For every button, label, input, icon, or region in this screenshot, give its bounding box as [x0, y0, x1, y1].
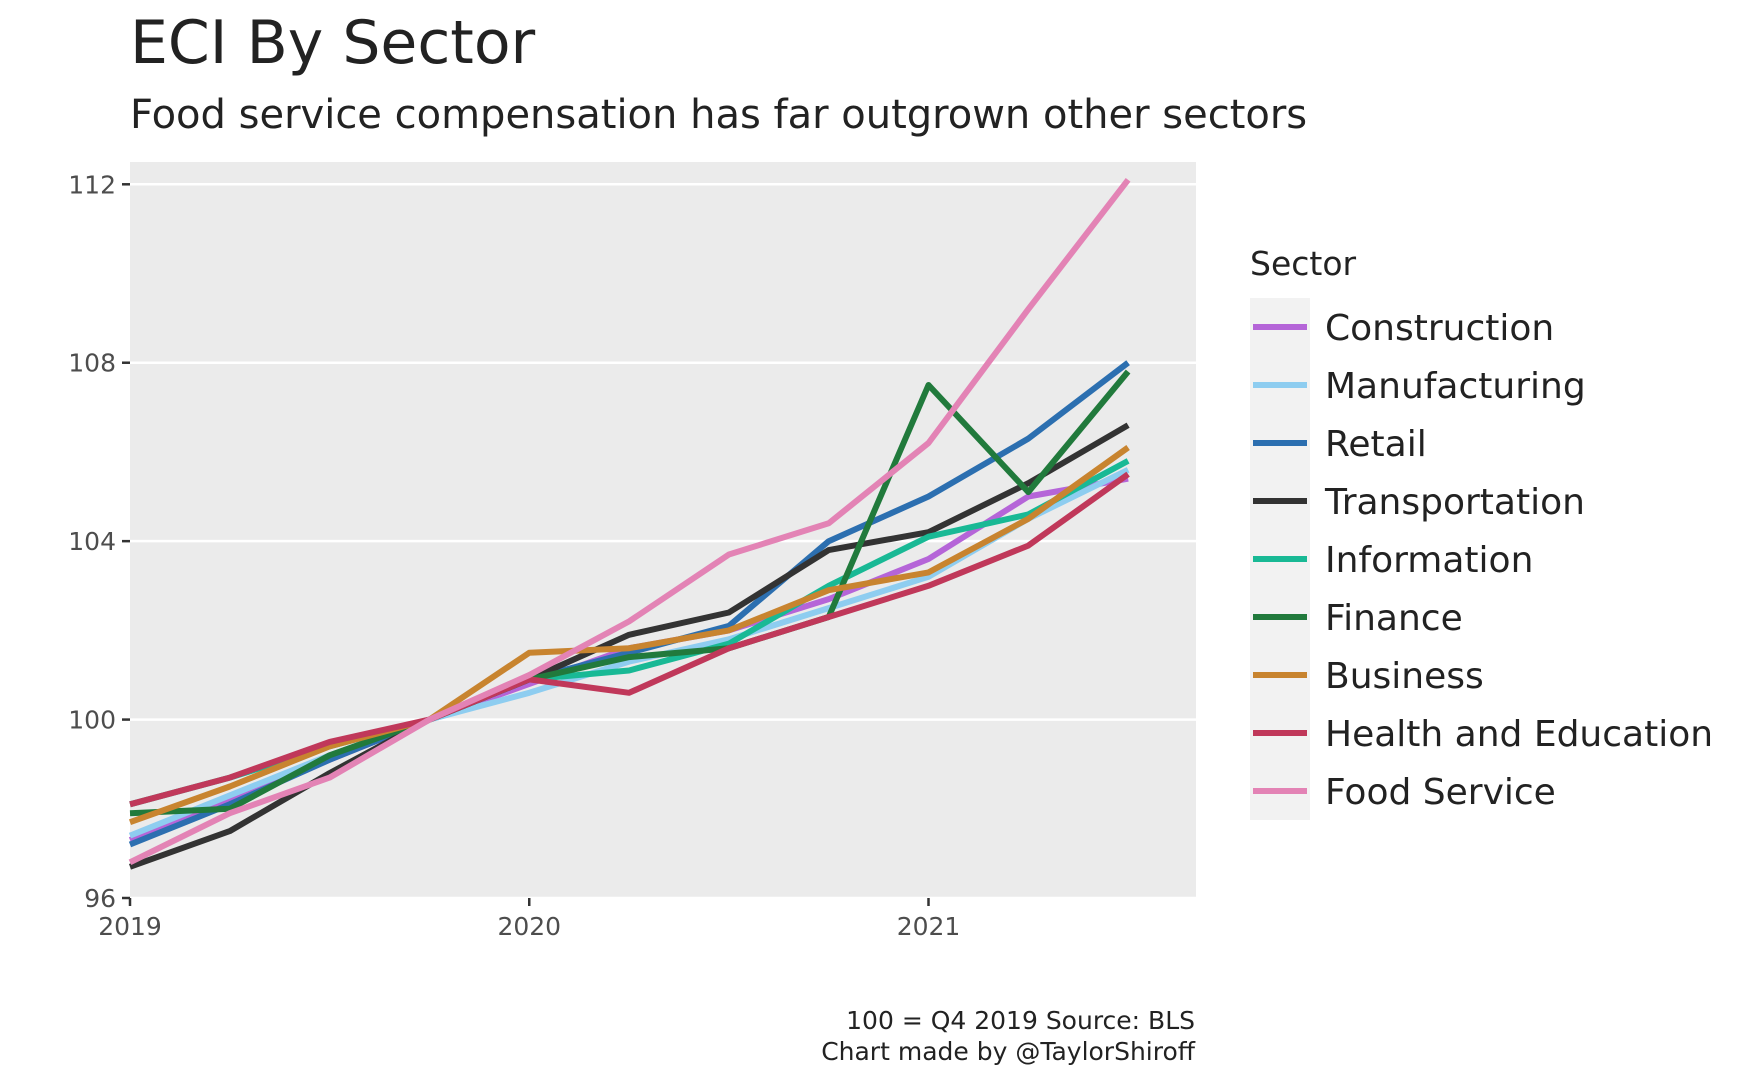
- x-tick-label: 2019: [98, 912, 162, 941]
- legend-label-finance: Finance: [1325, 598, 1463, 639]
- y-tick-label: 108: [68, 349, 116, 378]
- chart-subtitle: Food service compensation has far outgro…: [130, 92, 1308, 138]
- legend-label-construction: Construction: [1325, 308, 1554, 349]
- legend-label-manufacturing: Manufacturing: [1325, 366, 1586, 407]
- y-tick-label: 104: [68, 527, 116, 556]
- x-tick-label: 2021: [897, 912, 961, 941]
- series-lines: [128, 177, 1131, 870]
- legend-label-food-service: Food Service: [1325, 772, 1556, 813]
- y-tick-label: 100: [68, 706, 116, 735]
- plot-panel: [130, 162, 1196, 898]
- legend: Sector Construction Manufacturing Retail Tr…: [1250, 244, 1713, 820]
- series-line-business: [128, 445, 1130, 826]
- x-tick-label: 2020: [497, 912, 561, 941]
- series-line-food-service: [128, 177, 1131, 865]
- grid-lines: [130, 183, 1196, 900]
- caption-credit: Chart made by @TaylorShiroff: [821, 1037, 1195, 1066]
- legend-label-information: Information: [1325, 540, 1533, 581]
- series-line-health-and-education: [129, 471, 1130, 808]
- axes: 96 100 104 108 112 2019 2020 2021: [68, 170, 960, 941]
- series-line-finance: [129, 369, 1131, 817]
- caption: 100 = Q4 2019 Source: BLS Chart made by …: [821, 1005, 1195, 1067]
- legend-label-retail: Retail: [1325, 424, 1427, 465]
- legend-label-business: Business: [1325, 656, 1484, 697]
- y-tick-label: 96: [84, 884, 116, 913]
- chart-title: ECI By Sector: [130, 8, 536, 78]
- y-tick-label: 112: [68, 170, 116, 199]
- legend-label-health-and-education: Health and Education: [1325, 714, 1713, 755]
- legend-title: Sector: [1250, 244, 1357, 283]
- caption-source: 100 = Q4 2019 Source: BLS: [846, 1006, 1195, 1035]
- legend-label-transportation: Transportation: [1324, 482, 1585, 523]
